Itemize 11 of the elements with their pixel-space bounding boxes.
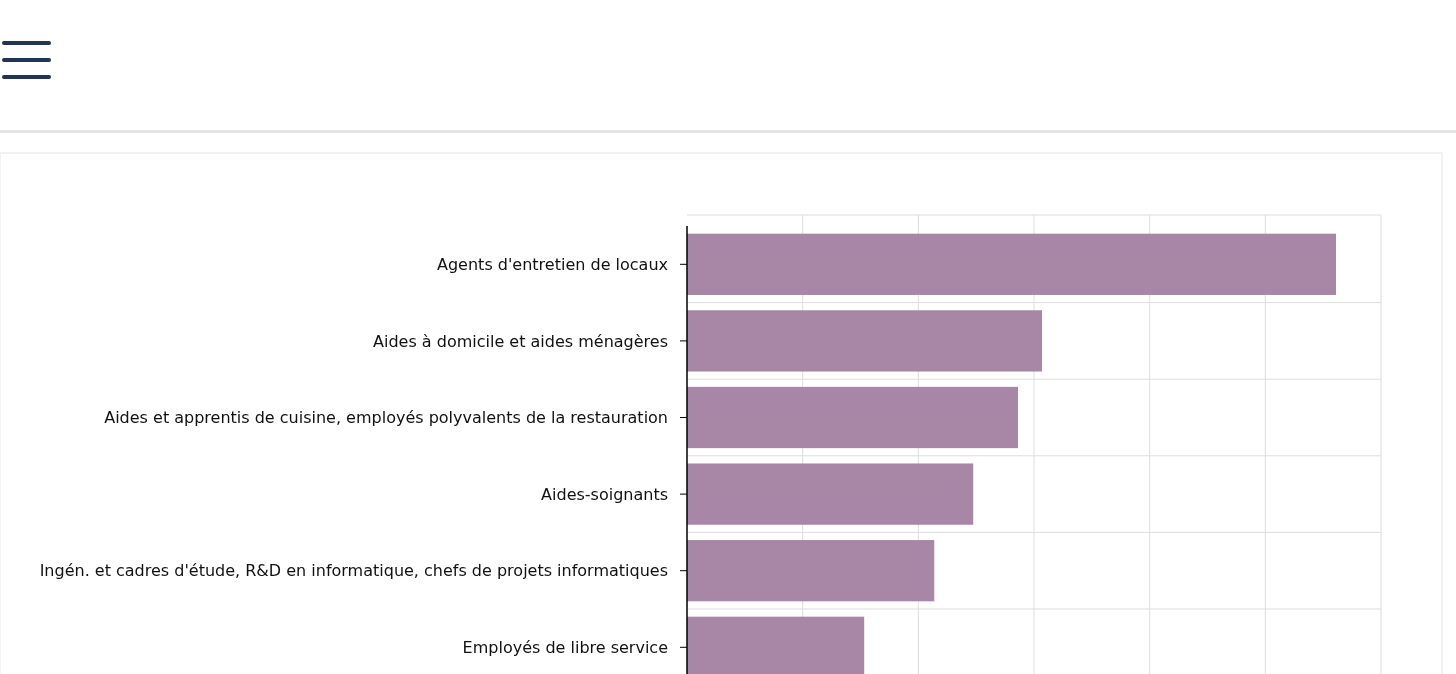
bar [687, 463, 974, 525]
bar [687, 386, 1018, 449]
y-tick-label: Ingén. et cadres d'étude, R&D en informatique, chefs de projets informatiques [39, 561, 668, 581]
bar [687, 233, 1336, 295]
bar [687, 310, 1042, 372]
y-tick-label: Aides et apprentis de cuisine, employés polyvalents de la restauration [104, 408, 668, 428]
y-tick-label: Aides à domicile et aides ménagères [373, 331, 668, 351]
bar [687, 540, 935, 602]
y-tick-label: Employés de libre service [462, 637, 668, 657]
y-tick-label: Aides-soignants [541, 484, 668, 504]
y-tick-label: Agents d'entretien de locaux [437, 254, 668, 274]
